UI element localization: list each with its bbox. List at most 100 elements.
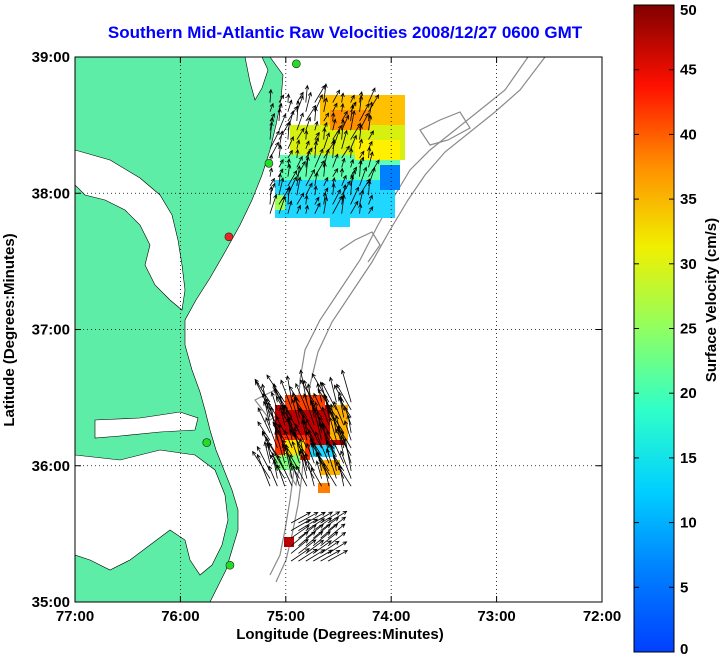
velocity-arrow — [327, 550, 349, 562]
velocity-arrow — [323, 83, 328, 103]
x-tick-label: 75:00 — [267, 608, 305, 625]
velocity-arrow — [281, 439, 293, 456]
velocity-arrow — [359, 156, 365, 168]
velocity-arrow — [288, 385, 300, 403]
velocity-arrow — [310, 442, 330, 472]
velocity-arrow — [323, 187, 329, 196]
velocity-arrow — [314, 202, 321, 214]
velocity-arrow — [323, 97, 328, 112]
velocity-arrow — [296, 160, 306, 177]
velocity-arrow — [327, 541, 348, 554]
y-tick-label: 39:00 — [32, 49, 70, 66]
velocity-arrow — [368, 206, 374, 214]
velocity-arrow — [328, 416, 337, 441]
velocity-arrow — [312, 540, 332, 554]
velocity-arrow — [327, 510, 348, 524]
velocity-arrow — [305, 511, 326, 524]
velocity-arrow — [368, 87, 376, 103]
velocity-arrow — [341, 145, 350, 159]
velocity-arrow — [358, 159, 363, 177]
velocity-arrow — [305, 140, 310, 149]
velocity-arrow — [368, 140, 373, 150]
velocity-arrow — [296, 139, 301, 149]
velocity-arrow — [270, 391, 278, 411]
velocity-arrow — [305, 418, 322, 449]
velocity-arrow — [340, 450, 352, 479]
velocity-arrow — [278, 196, 286, 214]
velocity-arrow — [265, 416, 278, 449]
velocity-arrow — [331, 182, 336, 196]
velocity-arrow — [350, 101, 357, 112]
velocity-arrow — [311, 373, 330, 403]
velocity-arrow — [287, 105, 298, 122]
velocity-arrow — [321, 406, 330, 426]
velocity-arrow — [359, 150, 365, 159]
velocity-arrow — [343, 420, 352, 441]
colorbar-tick-label: 25 — [680, 321, 697, 338]
velocity-arrow — [358, 91, 364, 103]
velocity-arrow — [305, 91, 312, 112]
velocity-arrow — [263, 401, 278, 426]
station-marker-active — [264, 158, 274, 168]
delaware-bay — [244, 57, 269, 101]
velocity-arrow — [257, 407, 271, 433]
velocity-arrow — [335, 414, 345, 449]
velocity-arrow — [314, 196, 320, 205]
velocity-arrow — [359, 102, 370, 122]
velocity-arrow — [338, 396, 352, 418]
velocity-arrow — [341, 110, 348, 122]
velocity-arrow — [278, 102, 283, 112]
velocity-arrow — [332, 195, 343, 214]
velocity-arrow — [295, 382, 308, 411]
x-axis-label: Longitude (Degrees:Minutes) — [236, 626, 444, 643]
velocity-arrow — [325, 448, 337, 479]
station-marker-active — [292, 59, 301, 69]
velocity-arrow — [323, 121, 328, 131]
velocity-arrow — [323, 132, 330, 149]
y-tick-label: 38:00 — [32, 185, 70, 202]
velocity-arrow — [299, 379, 315, 403]
velocity-arrow — [341, 180, 351, 196]
colorbar-tick-label: 0 — [680, 641, 688, 658]
velocity-arrow — [274, 429, 286, 464]
velocity-arrow — [295, 423, 308, 449]
velocity-arrow — [269, 102, 274, 112]
velocity-arrow — [329, 376, 337, 403]
velocity-arrow — [291, 398, 300, 426]
colorbar-tick-label: 50 — [680, 2, 697, 19]
colorbar-label: Surface Velocity (cm/s) — [703, 218, 720, 382]
velocity-arrow — [278, 94, 285, 103]
y-axis: 35:00 36:00 37:00 38:00 39:00 — [32, 49, 602, 611]
velocity-arrow — [269, 454, 286, 479]
velocity-arrow — [358, 95, 364, 112]
velocity-arrow — [323, 176, 329, 187]
velocity-arrow — [331, 112, 336, 122]
velocity-arrow — [350, 200, 359, 214]
velocity-arrow — [266, 374, 286, 403]
velocity-arrow — [304, 129, 309, 140]
velocity-arrow — [341, 157, 346, 168]
x-tick-label: 77:00 — [56, 608, 94, 625]
velocity-arrow — [278, 158, 284, 168]
velocity-arrow — [296, 176, 302, 196]
velocity-arrow — [341, 174, 347, 187]
velocity-arrow — [286, 158, 291, 168]
velocity-arrow — [281, 410, 300, 441]
albemarle-sound — [94, 411, 199, 439]
velocity-arrow — [309, 399, 322, 418]
velocity-arrow — [304, 84, 310, 103]
velocity-arrow — [314, 131, 320, 140]
velocity-arrow — [305, 168, 315, 187]
velocity-arrow — [323, 112, 330, 122]
velocity-arrow — [358, 203, 363, 214]
velocity-arrow — [290, 511, 312, 524]
velocity-arrow — [291, 440, 300, 464]
velocity-arrow — [313, 392, 322, 411]
colorbar-tick-label: 35 — [680, 191, 697, 208]
velocity-arrow — [275, 415, 286, 433]
y-tick-label: 37:00 — [32, 322, 70, 339]
velocity-arrow — [280, 379, 293, 411]
velocity-arrow — [296, 91, 304, 103]
velocity-arrow — [331, 177, 336, 186]
